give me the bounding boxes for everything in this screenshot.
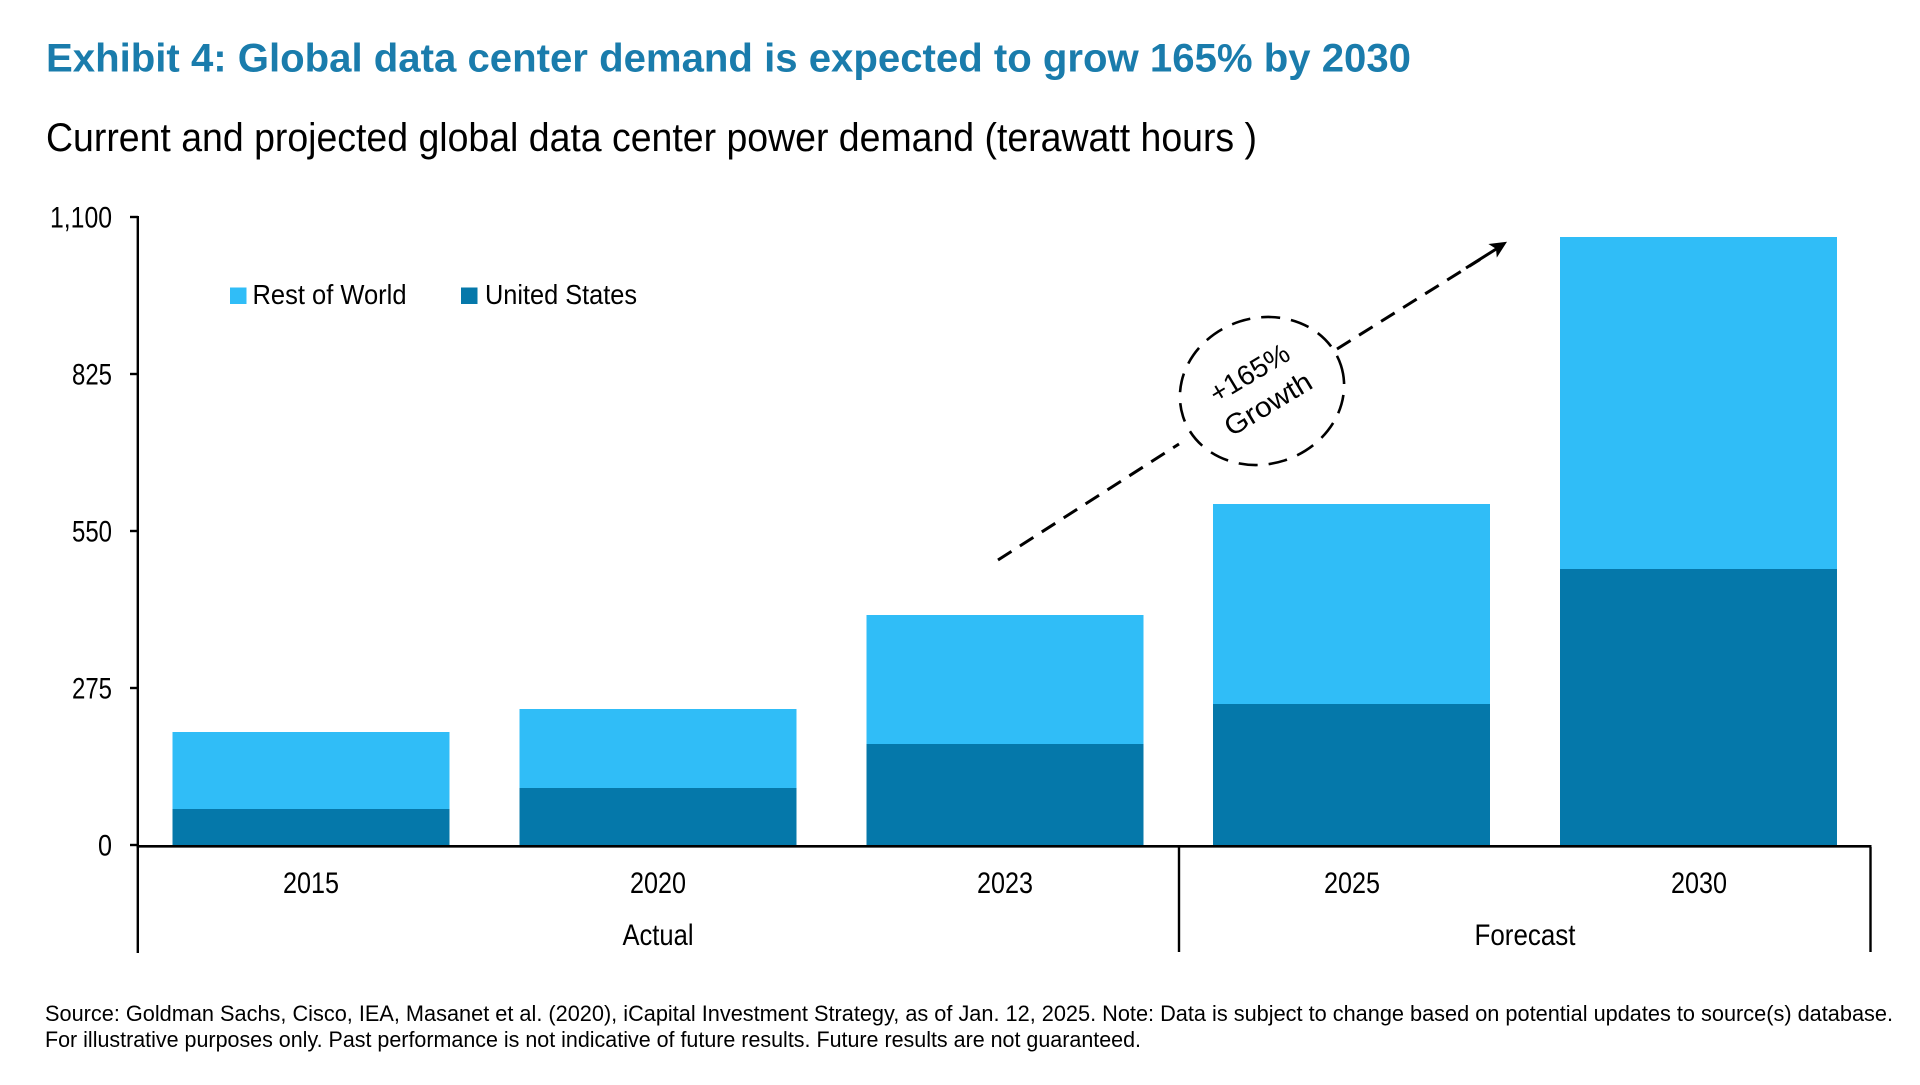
svg-text:Current and projected global d: Current and projected global data center… xyxy=(46,116,1257,160)
svg-text:550: 550 xyxy=(72,516,112,549)
svg-text:2023: 2023 xyxy=(977,867,1033,900)
svg-text:Source: Goldman Sachs, Cisco,: Source: Goldman Sachs, Cisco, IEA, Masan… xyxy=(45,1001,1893,1026)
svg-text:2030: 2030 xyxy=(1671,867,1727,900)
svg-text:United States: United States xyxy=(485,279,637,310)
svg-text:275: 275 xyxy=(72,673,112,706)
svg-text:Exhibit 4: Global data center: Exhibit 4: Global data center demand is … xyxy=(46,37,1411,81)
svg-text:2015: 2015 xyxy=(283,867,339,900)
svg-text:2020: 2020 xyxy=(630,867,686,900)
svg-text:0: 0 xyxy=(98,830,112,863)
svg-text:2025: 2025 xyxy=(1324,867,1380,900)
svg-text:825: 825 xyxy=(72,359,112,392)
svg-text:Rest of World: Rest of World xyxy=(253,279,407,310)
svg-text:1,100: 1,100 xyxy=(50,202,112,235)
svg-text:Actual: Actual xyxy=(623,919,694,952)
svg-text:Forecast: Forecast xyxy=(1475,919,1577,952)
svg-text:For illustrative purposes only: For illustrative purposes only. Past per… xyxy=(45,1027,1141,1052)
